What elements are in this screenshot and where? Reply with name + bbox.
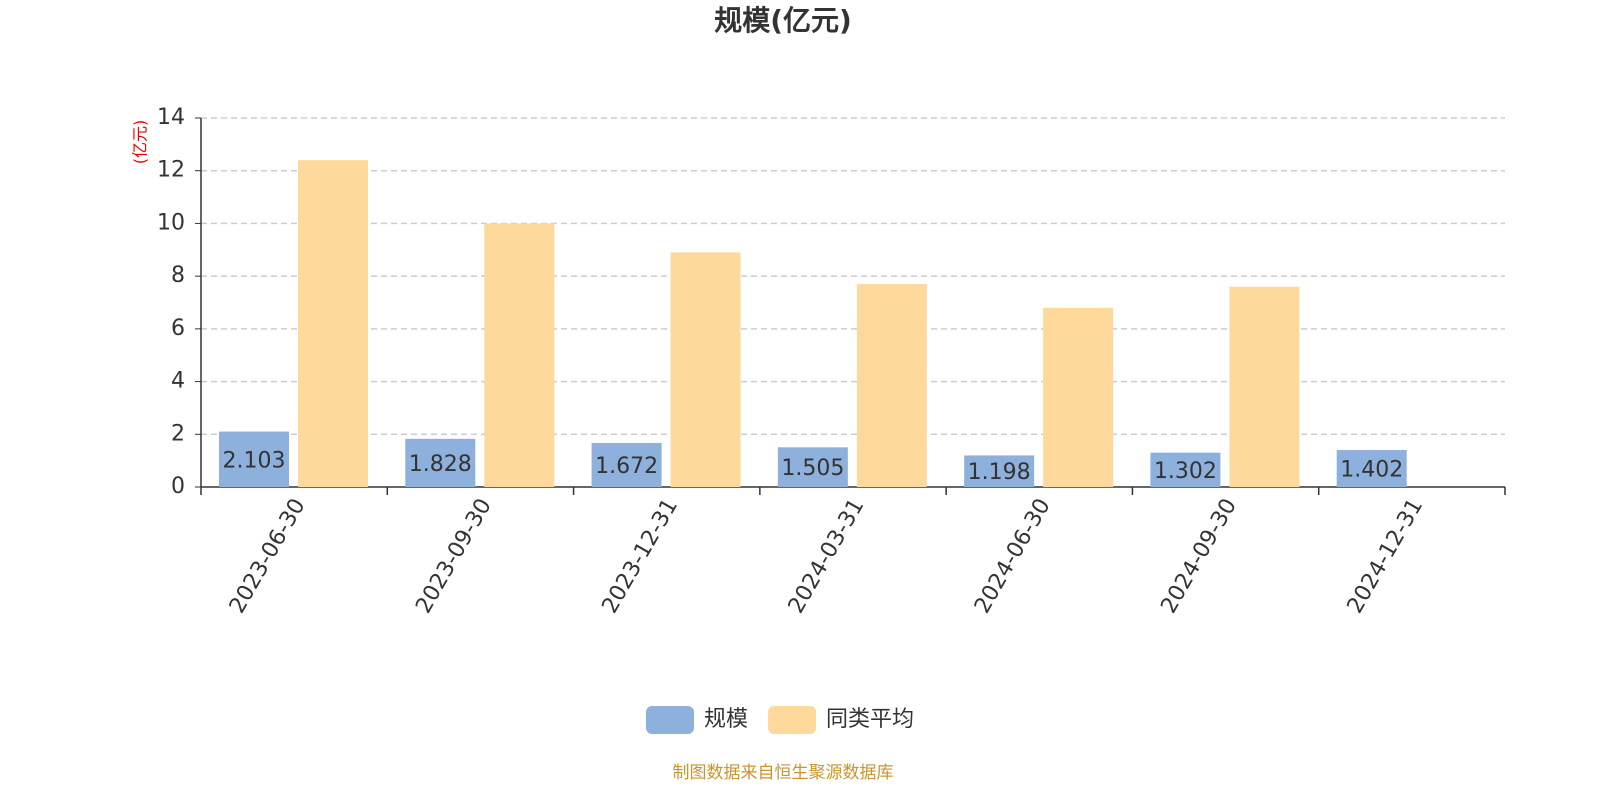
- y-axis-unit: (亿元): [131, 120, 150, 165]
- bar: [484, 223, 555, 487]
- x-tick-label: 2023-09-30: [411, 495, 497, 618]
- data-label: 2.103: [223, 448, 286, 473]
- bar: [219, 431, 289, 487]
- y-tick-label: 12: [157, 158, 185, 183]
- bar: [405, 438, 476, 487]
- y-tick-label: 4: [171, 369, 185, 394]
- data-label: 1.828: [409, 452, 472, 477]
- y-tick-label: 8: [171, 263, 185, 288]
- bar: [1150, 452, 1221, 487]
- bar: [591, 442, 662, 487]
- y-tick-label: 14: [157, 105, 185, 130]
- bar: [1043, 307, 1114, 487]
- y-tick-label: 6: [171, 316, 185, 341]
- data-label: 1.302: [1154, 459, 1217, 484]
- chart-title: 规模(亿元): [714, 4, 852, 37]
- legend-label: 同类平均: [826, 707, 914, 732]
- source-note: 制图数据来自恒生聚源数据库: [673, 763, 894, 783]
- legend-swatch: [768, 706, 817, 734]
- bar: [1336, 450, 1407, 487]
- legend-swatch: [646, 706, 694, 734]
- y-tick-label: 10: [157, 210, 185, 235]
- x-tick-label: 2024-03-31: [784, 495, 870, 618]
- data-label: 1.672: [595, 454, 658, 479]
- legend-label: 规模: [704, 707, 748, 732]
- data-label: 1.402: [1340, 458, 1403, 483]
- x-tick-label: 2024-09-30: [1156, 495, 1242, 618]
- y-tick-label: 2: [171, 421, 185, 446]
- data-label: 1.198: [968, 460, 1031, 485]
- x-tick-label: 2023-12-31: [598, 495, 684, 618]
- x-tick-label: 2024-12-31: [1343, 495, 1429, 618]
- bar: [777, 447, 848, 487]
- bar: [670, 252, 741, 487]
- bar: [964, 455, 1035, 487]
- bar: [856, 284, 927, 487]
- bar: [1229, 286, 1300, 487]
- y-tick-label: 0: [171, 474, 185, 499]
- x-tick-label: 2024-06-30: [970, 495, 1056, 618]
- bar: [298, 160, 368, 487]
- x-tick-label: 2023-06-30: [225, 495, 311, 618]
- data-label: 1.505: [781, 456, 844, 481]
